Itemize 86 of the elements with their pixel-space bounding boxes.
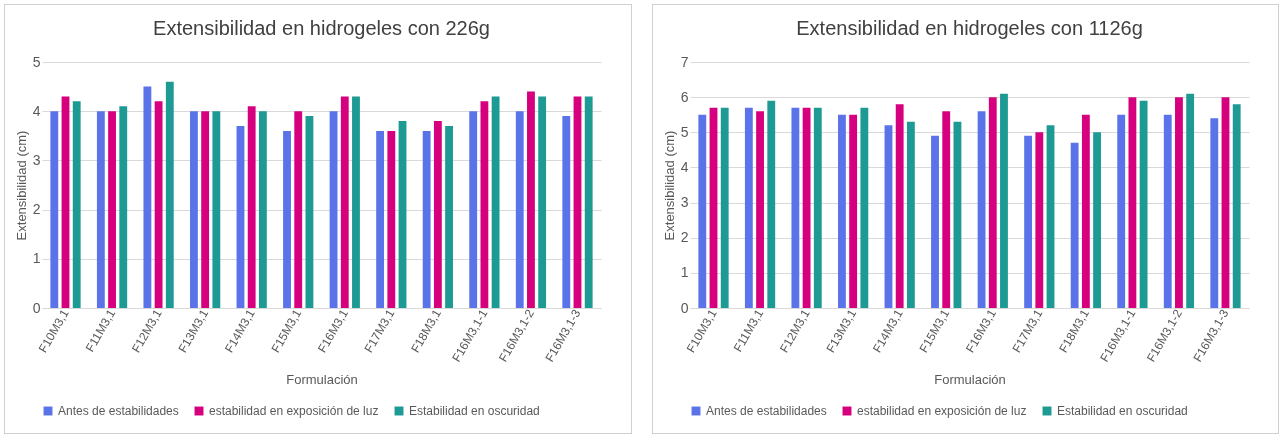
bar <box>294 111 303 308</box>
bar <box>744 107 753 308</box>
legend-label: Estabilidad en oscuridad <box>409 404 540 418</box>
y-tick-label: 0 <box>32 299 41 316</box>
legend-label: Antes de estabilidades <box>705 404 827 418</box>
bar <box>1163 114 1172 308</box>
y-axis-title: Extensibilidad (cm) <box>661 130 677 241</box>
bar <box>988 97 997 308</box>
bar <box>1070 142 1079 308</box>
bar <box>212 111 221 308</box>
y-tick-label: 6 <box>680 88 689 105</box>
bar <box>352 96 360 308</box>
bar <box>1174 97 1183 308</box>
bar <box>165 81 174 308</box>
bar <box>491 96 500 308</box>
bar <box>96 111 105 308</box>
y-tick-label: 2 <box>680 229 689 246</box>
bar <box>469 111 478 308</box>
bar <box>1232 104 1241 308</box>
x-axis-title: Formulación <box>933 371 1006 387</box>
bar <box>930 135 939 308</box>
y-tick-label: 1 <box>32 250 41 267</box>
bar <box>1139 100 1148 308</box>
bar <box>376 130 385 308</box>
legend-label: estabilidad en exposición de luz <box>209 404 379 418</box>
y-tick-label: 3 <box>32 151 41 168</box>
y-tick-label: 5 <box>32 53 41 70</box>
bar <box>445 125 453 308</box>
legend-label: estabilidad en exposición de luz <box>856 404 1026 418</box>
bar <box>143 86 152 308</box>
bar <box>340 96 349 308</box>
bar <box>1081 114 1090 308</box>
legend-label: Antes de estabilidades <box>58 404 179 418</box>
legend-label: Estabilidad en oscuridad <box>1056 404 1188 418</box>
y-axis-title: Extensibilidad (cm) <box>13 130 29 241</box>
x-axis-title: Formulación <box>286 371 358 387</box>
bar <box>119 106 128 308</box>
bar <box>697 114 706 308</box>
bar <box>1209 118 1218 308</box>
y-tick-label: 0 <box>680 299 689 316</box>
y-tick-label: 4 <box>32 102 41 119</box>
bar <box>422 130 431 308</box>
bar <box>480 101 489 308</box>
bar <box>813 107 822 308</box>
bar <box>283 130 291 308</box>
bar <box>201 111 210 308</box>
bar <box>538 96 547 308</box>
y-tick-label: 4 <box>680 158 689 175</box>
bar <box>941 111 950 308</box>
bar <box>72 101 81 308</box>
bar <box>790 107 799 308</box>
bar <box>108 111 116 308</box>
y-tick-label: 3 <box>680 194 689 211</box>
y-tick-label: 2 <box>32 201 41 218</box>
bar <box>837 114 846 308</box>
bar <box>1092 132 1101 308</box>
bar <box>562 116 571 308</box>
chart-title: Extensibilidad en hidrogeles con 1126g <box>795 17 1143 39</box>
bar <box>584 96 593 308</box>
bar <box>433 121 442 308</box>
bar <box>387 130 396 308</box>
bar <box>154 101 163 308</box>
bar <box>190 111 198 308</box>
chart-title: Extensibilidad en hidrogeles con 226g <box>153 17 490 39</box>
bar <box>515 111 524 308</box>
y-tick-label: 7 <box>680 53 689 70</box>
bar <box>766 100 775 308</box>
bar <box>1127 97 1136 308</box>
y-tick-label: 5 <box>680 123 689 140</box>
bar <box>895 104 904 308</box>
bar <box>1116 114 1125 308</box>
y-tick-label: 1 <box>680 264 689 281</box>
bar <box>527 91 535 308</box>
bar <box>50 111 59 308</box>
bar <box>906 121 915 308</box>
bar <box>247 106 256 308</box>
bar <box>1034 132 1043 308</box>
bar <box>720 107 729 308</box>
bar <box>755 111 764 308</box>
bar <box>258 111 267 308</box>
bar <box>1185 93 1194 308</box>
bar <box>848 114 857 308</box>
bar <box>999 93 1008 308</box>
bar <box>859 107 868 308</box>
bar <box>802 107 811 308</box>
bar <box>1023 135 1032 308</box>
